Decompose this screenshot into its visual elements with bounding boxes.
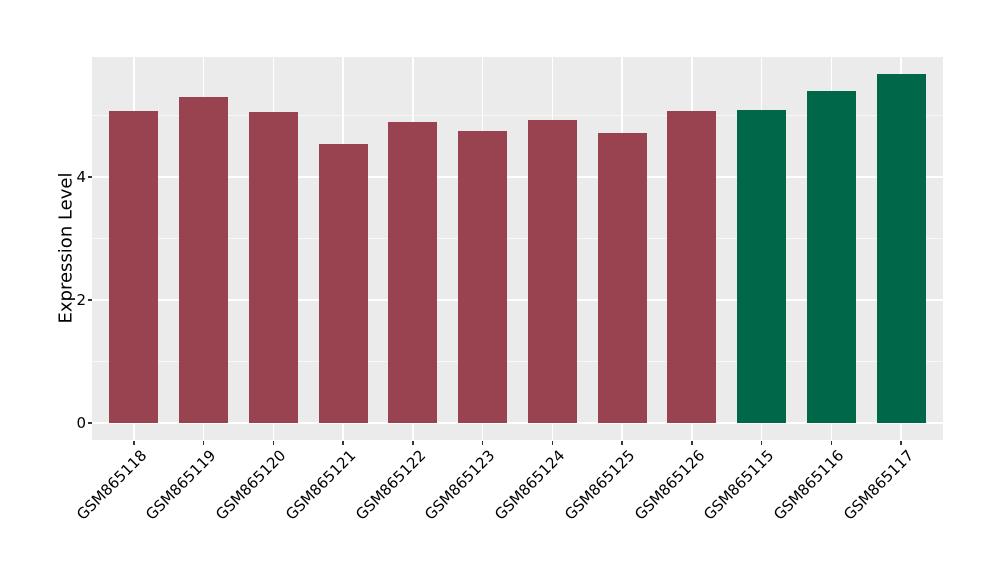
x-tick-label-GSM865124: GSM865124	[491, 446, 569, 524]
bar-GSM865118	[109, 111, 159, 423]
x-tick-label-GSM865117: GSM865117	[839, 446, 918, 524]
gridline-minor-y3	[92, 238, 943, 239]
gridline-minor-y5	[92, 115, 943, 116]
bar-GSM865125	[597, 132, 647, 423]
y-tick-mark-0	[88, 422, 92, 424]
bar-GSM865116	[806, 90, 856, 423]
y-tick-label-0: 0	[76, 414, 86, 432]
y-tick-label-4: 4	[76, 168, 86, 186]
bar-GSM865120	[248, 111, 298, 423]
x-tick-mark-GSM865126	[691, 441, 693, 445]
bar-GSM865126	[667, 111, 717, 423]
x-tick-mark-GSM865119	[202, 441, 205, 445]
gridline-minor-y1	[92, 361, 943, 362]
x-tick-mark-GSM865116	[830, 441, 833, 445]
y-tick-mark-4	[88, 176, 92, 178]
y-tick-label-2: 2	[76, 291, 86, 309]
x-tick-mark-GSM865120	[272, 441, 275, 445]
x-tick-mark-GSM865115	[760, 441, 763, 445]
bar-GSM865115	[737, 109, 787, 423]
x-tick-label-GSM865125: GSM865125	[560, 446, 639, 524]
bar-GSM865124	[527, 119, 577, 423]
x-tick-label-GSM865119: GSM865119	[142, 446, 220, 524]
x-tick-label-GSM865123: GSM865123	[421, 446, 499, 524]
x-tick-mark-GSM865123	[481, 441, 484, 445]
x-tick-label-GSM865120: GSM865120	[212, 446, 290, 524]
x-tick-mark-GSM865121	[342, 441, 344, 445]
y-axis-title: Expression Level	[55, 172, 77, 324]
gridline-major-y2	[92, 299, 943, 301]
x-tick-label-GSM865115: GSM865115	[700, 446, 778, 524]
bar-GSM865121	[318, 143, 368, 423]
plot-panel	[92, 57, 943, 440]
x-tick-mark-GSM865117	[900, 441, 902, 445]
x-tick-mark-GSM865125	[621, 441, 623, 445]
bar-GSM865122	[388, 121, 438, 423]
y-tick-mark-2	[88, 299, 92, 301]
x-tick-label-GSM865118: GSM865118	[72, 446, 150, 524]
bar-GSM865117	[876, 73, 926, 423]
gridline-major-y4	[92, 176, 943, 178]
x-tick-mark-GSM865124	[551, 441, 554, 445]
x-tick-label-GSM865116: GSM865116	[770, 446, 848, 524]
bar-GSM865119	[179, 97, 228, 423]
gridline-major-y0	[92, 422, 943, 424]
x-tick-mark-GSM865118	[133, 441, 135, 445]
x-tick-label-GSM865126: GSM865126	[630, 446, 708, 524]
x-tick-label-GSM865122: GSM865122	[351, 446, 429, 524]
x-tick-mark-GSM865122	[412, 441, 414, 445]
x-tick-label-GSM865121: GSM865121	[281, 446, 360, 524]
bar-GSM865123	[458, 130, 508, 423]
